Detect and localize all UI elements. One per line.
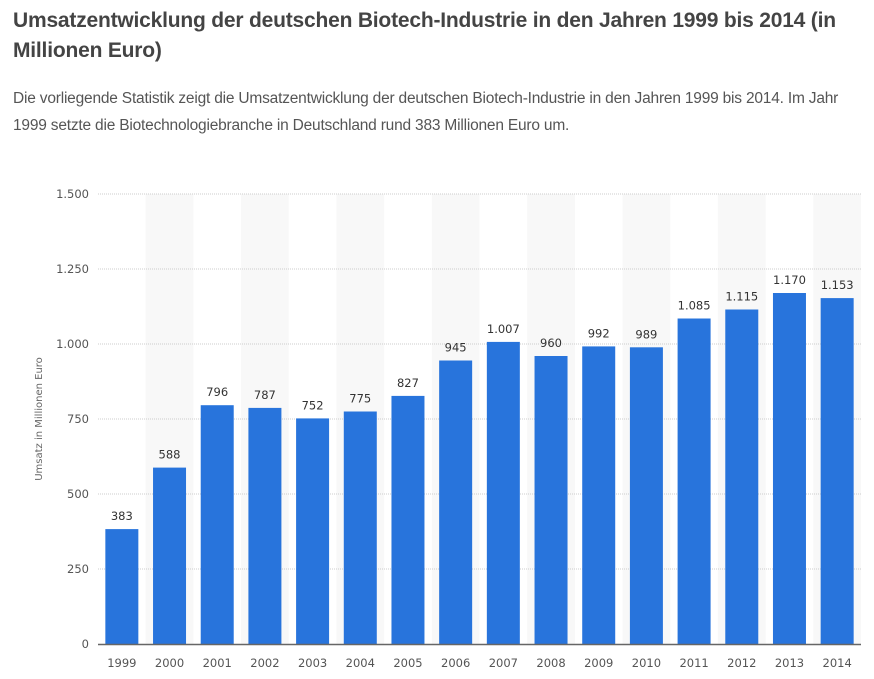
x-tick-label: 2010: [632, 656, 661, 670]
bar-2011[interactable]: [677, 318, 711, 645]
bar-2014[interactable]: [820, 298, 854, 644]
value-label: 1.170: [773, 273, 806, 287]
bar-2002[interactable]: [248, 407, 282, 644]
value-label: 989: [635, 327, 657, 341]
x-tick-label: 2009: [584, 656, 613, 670]
x-tick-label: 2005: [393, 656, 422, 670]
bar-2012[interactable]: [725, 309, 759, 645]
chart-title: Umsatzentwicklung der deutschen Biotech-…: [13, 9, 836, 62]
value-label: 1.115: [725, 290, 758, 304]
y-axis-ticks: 0 250 500 750 1.000 1.250 1.500: [56, 187, 89, 651]
bar-2010[interactable]: [629, 347, 663, 644]
y-tick-label: 750: [67, 412, 89, 426]
bar-1999[interactable]: [105, 529, 139, 644]
value-label: 796: [206, 385, 228, 399]
x-tick-label: 2001: [203, 656, 232, 670]
bar-2007[interactable]: [486, 341, 520, 644]
bar-2005[interactable]: [391, 395, 425, 644]
bar-2001[interactable]: [200, 405, 234, 644]
x-tick-label: 2004: [346, 656, 375, 670]
value-labels: 383 588 796 787 752 775 827 945 1.007 960 992 989 1.…: [111, 273, 854, 523]
bar-2009[interactable]: [582, 346, 616, 644]
y-tick-label: 1.250: [56, 262, 89, 276]
x-tick-label: 2014: [823, 656, 852, 670]
value-label: 1.007: [487, 322, 520, 336]
value-label: 752: [302, 398, 324, 412]
value-label: 588: [159, 448, 181, 462]
x-tick-label: 2006: [441, 656, 470, 670]
bar-2000[interactable]: [153, 467, 187, 644]
x-tick-label: 2008: [536, 656, 565, 670]
y-tick-label: 250: [67, 562, 89, 576]
value-label: 827: [397, 376, 419, 390]
x-tick-label: 2002: [250, 656, 279, 670]
x-axis-ticks: 1999 2000 2001 2002 2003 2004 2005 2006 2007 2008…: [107, 656, 852, 670]
y-tick-label: 500: [67, 487, 89, 501]
x-tick-label: 2007: [489, 656, 518, 670]
x-tick-label: 2011: [679, 656, 708, 670]
value-label: 992: [588, 326, 610, 340]
bars: [105, 293, 854, 645]
y-tick-label: 1.500: [56, 187, 89, 201]
bar-2004[interactable]: [343, 411, 377, 645]
x-tick-label: 2013: [775, 656, 804, 670]
x-tick-label: 2003: [298, 656, 327, 670]
y-tick-label: 0: [82, 637, 89, 651]
value-label: 787: [254, 388, 276, 402]
value-label: 1.085: [678, 299, 711, 313]
x-tick-label: 1999: [107, 656, 136, 670]
x-tick-label: 2000: [155, 656, 184, 670]
value-label: 1.153: [821, 278, 854, 292]
y-axis-label: Umsatz in Millionen Euro: [34, 357, 45, 481]
bar-2003[interactable]: [296, 418, 330, 644]
bar-2013[interactable]: [772, 293, 806, 644]
bar-2006[interactable]: [439, 360, 473, 645]
chart-description: Die vorliegende Statistik zeigt die Umsa…: [13, 90, 839, 134]
y-tick-label: 1.000: [56, 337, 89, 351]
value-label: 960: [540, 336, 562, 350]
bar-2008[interactable]: [534, 356, 568, 644]
value-label: 775: [349, 392, 371, 406]
value-label: 383: [111, 509, 133, 523]
value-label: 945: [445, 341, 467, 355]
x-tick-label: 2012: [727, 656, 756, 670]
